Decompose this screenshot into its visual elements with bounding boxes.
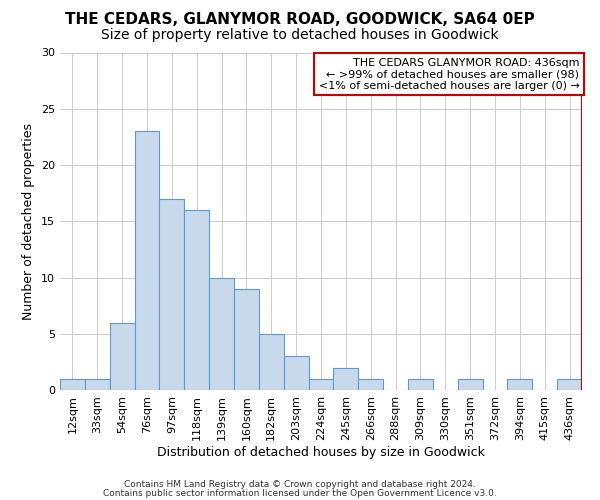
Bar bbox=[60, 379, 85, 390]
Bar bbox=[184, 210, 209, 390]
Text: THE CEDARS, GLANYMOR ROAD, GOODWICK, SA64 0EP: THE CEDARS, GLANYMOR ROAD, GOODWICK, SA6… bbox=[65, 12, 535, 28]
Text: Contains public sector information licensed under the Open Government Licence v3: Contains public sector information licen… bbox=[103, 489, 497, 498]
Bar bbox=[209, 278, 234, 390]
Bar bbox=[557, 379, 582, 390]
X-axis label: Distribution of detached houses by size in Goodwick: Distribution of detached houses by size … bbox=[157, 446, 485, 458]
Bar bbox=[508, 379, 532, 390]
Bar bbox=[160, 198, 184, 390]
Bar bbox=[110, 322, 134, 390]
Y-axis label: Number of detached properties: Number of detached properties bbox=[22, 122, 35, 320]
Text: Size of property relative to detached houses in Goodwick: Size of property relative to detached ho… bbox=[101, 28, 499, 42]
Bar bbox=[334, 368, 358, 390]
Bar bbox=[234, 289, 259, 390]
Bar bbox=[85, 379, 110, 390]
Bar bbox=[284, 356, 308, 390]
Bar bbox=[408, 379, 433, 390]
Bar bbox=[308, 379, 334, 390]
Bar bbox=[134, 131, 160, 390]
Bar bbox=[358, 379, 383, 390]
Bar bbox=[458, 379, 482, 390]
Text: THE CEDARS GLANYMOR ROAD: 436sqm
← >99% of detached houses are smaller (98)
<1% : THE CEDARS GLANYMOR ROAD: 436sqm ← >99% … bbox=[319, 58, 580, 91]
Text: Contains HM Land Registry data © Crown copyright and database right 2024.: Contains HM Land Registry data © Crown c… bbox=[124, 480, 476, 489]
Bar bbox=[259, 334, 284, 390]
